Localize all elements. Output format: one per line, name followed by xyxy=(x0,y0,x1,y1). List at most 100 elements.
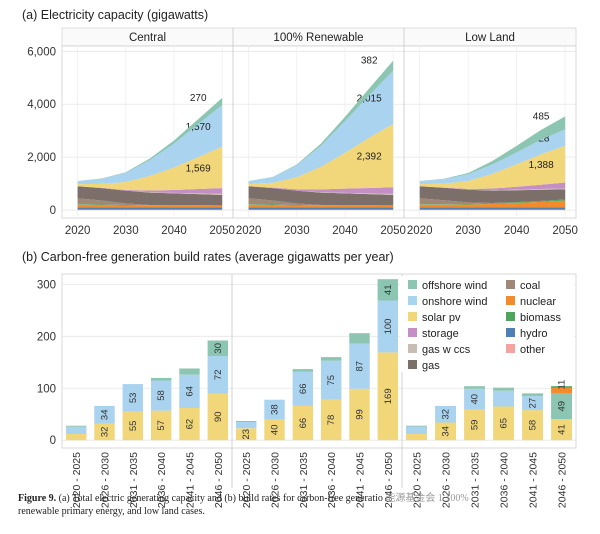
legend-swatch-hydro xyxy=(506,328,515,337)
area-label-central-offshore-wind: 270 xyxy=(190,93,207,104)
area-100-renewable-other xyxy=(248,209,394,211)
panel-b-xtick-label: 2020 - 2025 xyxy=(241,452,253,508)
bar-100-renewable-0-offshore-wind xyxy=(236,421,257,422)
legend-label-biomass: biomass xyxy=(520,312,561,324)
legend-swatch-offshore-wind xyxy=(408,280,417,289)
bar-central-3-solar-pv xyxy=(151,410,172,441)
legend-swatch-other xyxy=(506,344,515,353)
bar-label-low-land-5-offshore-wind: 49 xyxy=(557,401,568,412)
bar-label-100-renewable-5-offshore-wind: 41 xyxy=(383,285,394,296)
legend-label-onshore-wind: onshore wind xyxy=(422,296,487,308)
panel-b-xtick-label: 2046 - 2050 xyxy=(557,452,569,508)
bar-100-renewable-4-offshore-wind xyxy=(349,333,370,344)
area-central-hydro xyxy=(77,207,223,210)
panel-b-xtick-label: 2046 - 2050 xyxy=(213,452,225,508)
bar-low-land-0-solar-pv xyxy=(406,434,427,441)
bar-central-0-offshore-wind xyxy=(66,425,87,427)
bar-central-2-onshore-wind xyxy=(122,384,143,412)
bar-100-renewable-2-onshore-wind xyxy=(292,371,313,406)
panel-b-xtick-label: 2020 - 2025 xyxy=(71,452,83,508)
area-100-renewable-solar-pv xyxy=(248,124,394,190)
panel-a-xtick-label: 2030 xyxy=(455,225,481,237)
bar-100-renewable-3-offshore-wind xyxy=(321,357,342,361)
bar-low-land-4-offshore-wind xyxy=(522,394,543,397)
legend-swatch-coal xyxy=(506,280,515,289)
panel-b-xtick-label: 2031 - 2035 xyxy=(128,452,140,508)
area-label-central-onshore-wind: 1,570 xyxy=(186,122,211,133)
panel-b-xtick-label: 2026 - 2030 xyxy=(100,452,112,508)
bar-low-land-2-onshore-wind xyxy=(464,388,485,410)
bar-label-central-4-onshore-wind: 64 xyxy=(185,386,196,397)
legend-swatch-storage xyxy=(408,328,417,337)
panel-a-xtick-label: 2030 xyxy=(284,225,310,237)
bar-100-renewable-1-solar-pv xyxy=(264,419,285,441)
bar-label-low-land-2-solar-pv: 59 xyxy=(470,420,481,431)
bar-central-3-offshore-wind xyxy=(151,377,172,381)
legend-label-gas-w-ccs: gas w ccs xyxy=(422,344,471,356)
bar-label-central-3-onshore-wind: 58 xyxy=(156,390,167,401)
panel-a-xtick-label: 2040 xyxy=(161,225,187,237)
bar-label-100-renewable-3-solar-pv: 78 xyxy=(326,415,337,426)
bar-100-renewable-5-offshore-wind xyxy=(377,279,398,301)
area-low-land-hydro xyxy=(419,207,566,210)
panel-a-xtick-label: 2020 xyxy=(236,225,262,237)
bar-label-low-land-4-onshore-wind: 27 xyxy=(528,398,539,409)
area-central-coal xyxy=(77,198,223,206)
bar-label-low-land-1-onshore-wind: 32 xyxy=(441,409,452,420)
bar-100-renewable-2-solar-pv xyxy=(292,405,313,441)
legend-label-nuclear: nuclear xyxy=(520,296,556,308)
bar-low-land-2-offshore-wind xyxy=(464,386,485,389)
bar-100-renewable-5-onshore-wind xyxy=(377,300,398,353)
legend-label-storage: storage xyxy=(422,328,459,340)
bar-100-renewable-1-onshore-wind xyxy=(264,399,285,420)
bar-central-2-solar-pv xyxy=(122,411,143,441)
bar-central-0-solar-pv xyxy=(66,434,87,441)
bar-label-100-renewable-4-solar-pv: 99 xyxy=(355,409,366,420)
bar-label-central-1-solar-pv: 32 xyxy=(100,427,111,438)
bar-low-land-5-nuclear xyxy=(551,387,572,394)
area-central-biomass xyxy=(77,204,223,206)
caption-text-2: renewable primary energy, and low land c… xyxy=(18,506,205,517)
bar-low-land-5-solar-pv xyxy=(551,418,572,441)
panel-b-xtick-label: 2031 - 2035 xyxy=(298,452,310,508)
bar-label-low-land-2-onshore-wind: 40 xyxy=(470,394,481,405)
bar-label-central-3-solar-pv: 57 xyxy=(156,420,167,431)
panel-b-xtick-label: 2046 - 2050 xyxy=(383,452,395,508)
bar-central-4-solar-pv xyxy=(179,408,200,441)
area-low-land-onshore-wind xyxy=(419,129,566,185)
bar-100-renewable-4-solar-pv xyxy=(349,388,370,441)
panel-a-header-100-renewable: 100% Renewable xyxy=(273,32,363,44)
panel-a-xtick-label: 2050 xyxy=(380,225,406,237)
area-low-land-biomass xyxy=(419,199,566,205)
panel-a-xtick-label: 2040 xyxy=(332,225,358,237)
legend-swatch-nuclear xyxy=(506,296,515,305)
legend-swatch-biomass xyxy=(506,312,515,321)
area-low-land-nuclear xyxy=(419,200,566,208)
area-central-gas xyxy=(77,186,223,206)
area-low-land-gas-w-ccs xyxy=(419,186,566,191)
bar-central-5-onshore-wind xyxy=(207,356,228,394)
panel-b-xtick-label: 2036 - 2040 xyxy=(499,452,511,508)
area-label-100-renewable-offshore-wind: 382 xyxy=(361,56,378,67)
bar-label-low-land-5-nuclear: 11 xyxy=(557,380,568,390)
bar-label-low-land-3-solar-pv: 65 xyxy=(499,418,510,429)
bar-low-land-3-onshore-wind xyxy=(493,390,514,407)
bar-label-100-renewable-1-onshore-wind: 38 xyxy=(270,404,281,415)
area-100-renewable-coal xyxy=(248,198,394,206)
area-low-land-coal xyxy=(419,198,566,205)
area-central-other xyxy=(77,209,223,211)
area-low-land-storage xyxy=(419,182,566,191)
bar-central-5-offshore-wind xyxy=(207,340,228,357)
panel-a-xtick-label: 2030 xyxy=(113,225,139,237)
bar-label-low-land-1-solar-pv: 34 xyxy=(441,426,452,437)
legend-swatch-onshore-wind xyxy=(408,296,417,305)
panel-a-xtick-label: 2050 xyxy=(552,225,578,237)
panel-a-xtick-label: 2020 xyxy=(407,225,433,237)
panel-b-ytick-label: 100 xyxy=(37,383,56,395)
panel-b-title: (b) Carbon-free generation build rates (… xyxy=(22,250,394,264)
panel-b-xtick-label: 2020 - 2025 xyxy=(412,452,424,508)
panel-b-xtick-label: 2036 - 2040 xyxy=(326,452,338,508)
area-low-land-gas xyxy=(419,186,566,203)
bar-low-land-4-nuclear xyxy=(522,393,543,394)
